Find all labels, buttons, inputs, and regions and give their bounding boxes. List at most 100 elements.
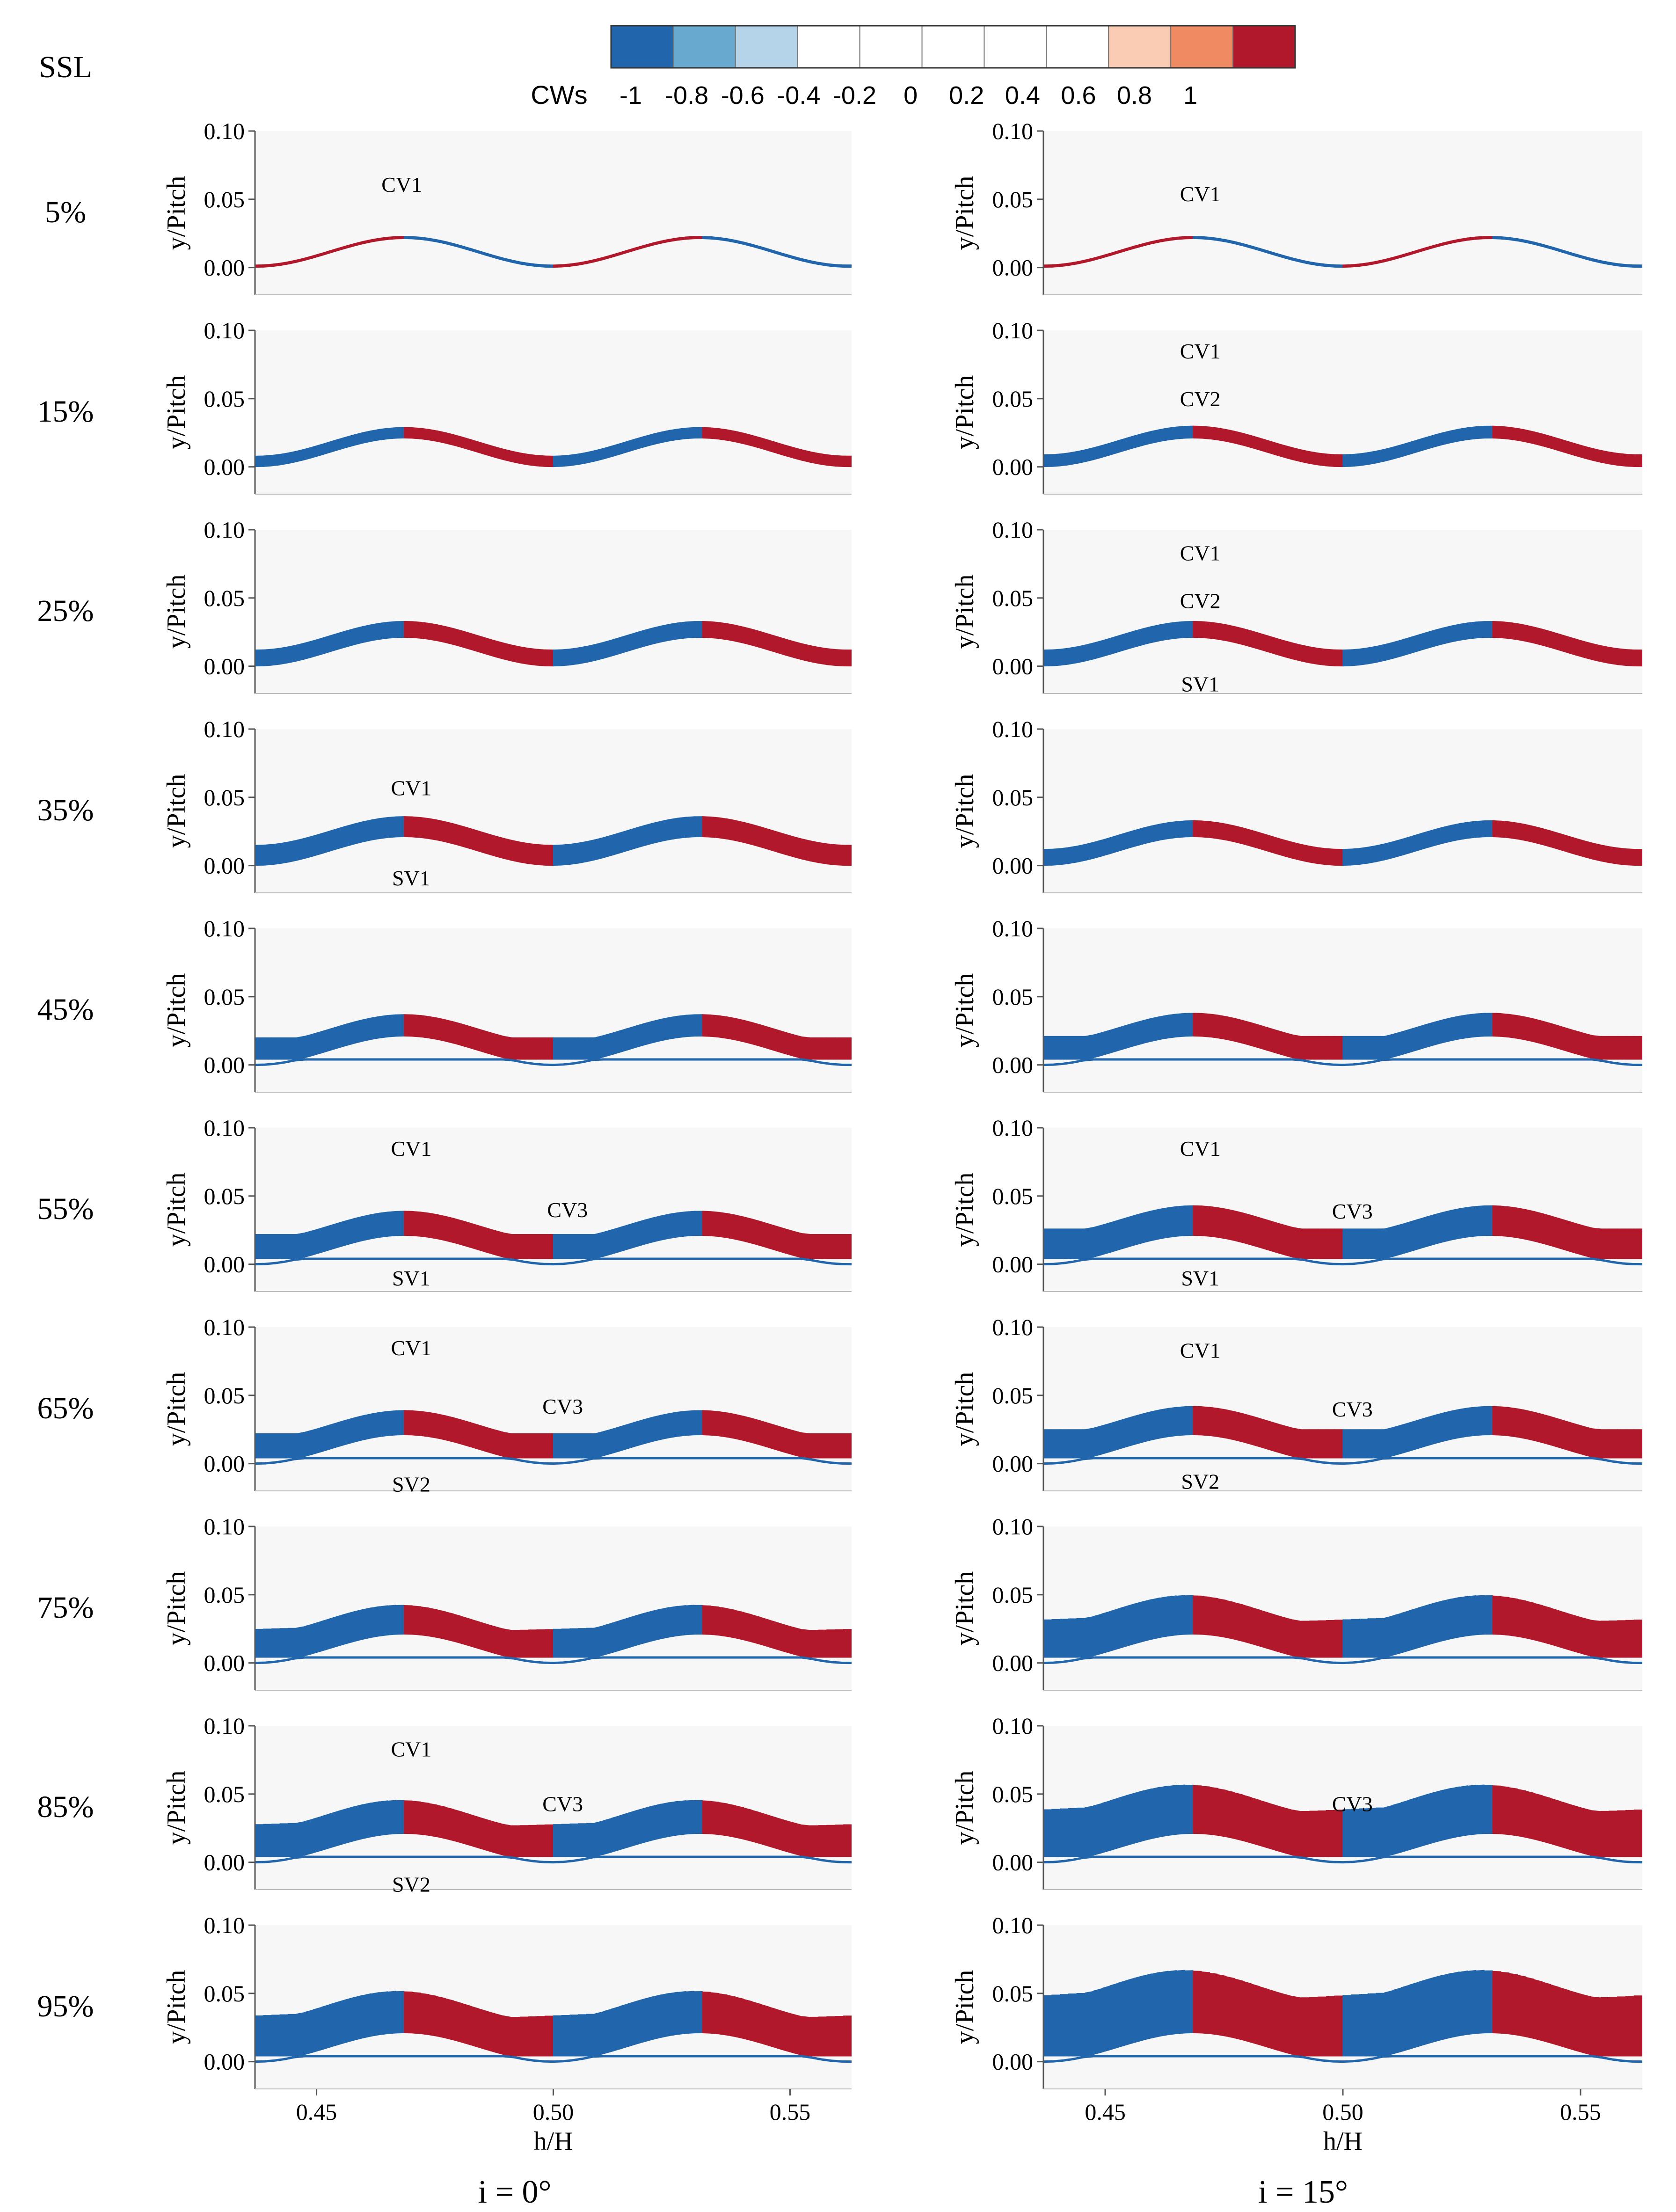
- vorticity-cell: [1168, 1014, 1177, 1039]
- vorticity-cell: [1068, 846, 1077, 864]
- vorticity-cell: [313, 1031, 322, 1056]
- vorticity-cell: [288, 1628, 297, 1658]
- vorticity-cell: [594, 837, 604, 861]
- vorticity-cell: [1509, 1973, 1518, 2036]
- vorticity-cell: [1151, 1971, 1160, 2039]
- vorticity-cell: [1625, 1620, 1634, 1658]
- vorticity-cell: [453, 1417, 463, 1445]
- vorticity-cell: [511, 1825, 521, 1857]
- vorticity-cell: [437, 1017, 446, 1042]
- vorticity-cell: [1268, 1420, 1277, 1453]
- vorticity-cell: [1284, 1807, 1293, 1856]
- vorticity-cell: [1076, 1618, 1086, 1658]
- vorticity-cell: [1409, 1026, 1418, 1053]
- vorticity-cell: [1592, 448, 1601, 463]
- vorticity-cell: [271, 1037, 280, 1060]
- vorticity-cell: [578, 1628, 587, 1658]
- vorticity-cell: [1143, 1599, 1152, 1642]
- vorticity-cell: [1243, 827, 1252, 847]
- vorticity-cell: [1442, 1210, 1451, 1243]
- vorticity-cell: [802, 449, 810, 463]
- vorticity-cell: [1159, 822, 1169, 841]
- vorticity-cell: [785, 445, 794, 459]
- y-axis-label: y/Pitch: [950, 375, 979, 450]
- vorticity-cell: [752, 1219, 761, 1246]
- vorticity-cell: [1509, 1787, 1518, 1836]
- vorticity-cell: [1376, 449, 1385, 464]
- vorticity-cell: [1151, 624, 1160, 643]
- vorticity-cell: [470, 2006, 479, 2048]
- vorticity-cell: [379, 428, 388, 441]
- vorticity-cell: [1326, 263, 1335, 268]
- vorticity-cell: [661, 430, 670, 443]
- vorticity-cell: [727, 818, 736, 841]
- vorticity-cell: [1109, 1983, 1119, 2051]
- vorticity-cell: [1475, 425, 1485, 439]
- panel: 0.000.050.10y/Pitch: [162, 517, 852, 694]
- vorticity-cell: [1276, 1991, 1285, 2053]
- vorticity-cell: [1159, 1596, 1169, 1638]
- vorticity-cell: [1109, 635, 1119, 655]
- vorticity-cell: [685, 427, 695, 439]
- y-tick-label: 0.05: [204, 1980, 245, 2007]
- vorticity-cell: [603, 1429, 612, 1457]
- vorticity-cell: [528, 1629, 537, 1658]
- vorticity-cell: [1384, 1226, 1393, 1259]
- y-axis-label: y/Pitch: [950, 973, 979, 1048]
- vorticity-cell: [1484, 425, 1493, 439]
- vorticity-cell: [1359, 1429, 1368, 1459]
- vorticity-cell: [1492, 1785, 1501, 1834]
- vorticity-cell: [1135, 1790, 1144, 1844]
- vorticity-cell: [636, 1808, 645, 1846]
- vorticity-cell: [627, 2000, 637, 2047]
- vorticity-cell: [420, 621, 430, 640]
- y-axis-label: y/Pitch: [162, 1372, 191, 1446]
- vorticity-cell: [719, 1015, 728, 1039]
- vorticity-cell: [288, 644, 297, 664]
- vorticity-cell: [536, 2016, 546, 2057]
- vorticity-cell: [1542, 828, 1551, 847]
- y-tick-label: 0.05: [992, 1183, 1034, 1209]
- vorticity-cell: [1060, 1429, 1069, 1459]
- vorticity-cell: [1617, 453, 1626, 467]
- vorticity-cell: [362, 1413, 372, 1441]
- y-tick-label: 0.00: [992, 653, 1034, 679]
- vorticity-field: [255, 621, 852, 667]
- annotation-cv3: CV3: [1332, 1199, 1373, 1223]
- vorticity-cell: [1509, 1014, 1518, 1039]
- vorticity-cell: [694, 1800, 703, 1834]
- vorticity-cell: [1301, 1811, 1310, 1857]
- vorticity-cell: [1318, 847, 1326, 865]
- wall-vorticity-line: [1043, 1656, 1642, 1664]
- vorticity-cell: [818, 1433, 827, 1459]
- vorticity-cell: [785, 833, 794, 858]
- y-tick-label: 0.05: [204, 784, 245, 810]
- vorticity-cell: [404, 1211, 413, 1236]
- vorticity-cell: [545, 1824, 554, 1857]
- vorticity-cell: [785, 638, 794, 658]
- vorticity-cell: [1409, 1419, 1418, 1452]
- vorticity-field: [1043, 1784, 1642, 1864]
- vorticity-cell: [495, 2013, 504, 2055]
- colorbar-frame: [610, 25, 1296, 69]
- vorticity-cell: [1051, 1036, 1061, 1060]
- vorticity-cell: [1243, 1981, 1252, 2043]
- vorticity-cell: [1251, 1797, 1260, 1846]
- vorticity-cell: [1184, 425, 1194, 439]
- annotation-sv2: SV2: [392, 1472, 430, 1496]
- vorticity-cell: [1509, 427, 1518, 441]
- vorticity-cell: [1176, 426, 1185, 439]
- vorticity-cell: [1309, 1036, 1319, 1060]
- vorticity-cell: [487, 1427, 496, 1455]
- vorticity-cell: [1292, 1619, 1302, 1658]
- vorticity-cell: [1118, 1418, 1127, 1450]
- vorticity-cell: [1076, 644, 1086, 664]
- vorticity-cell: [1409, 635, 1418, 654]
- vorticity-cell: [1592, 1227, 1601, 1259]
- panel: 0.000.050.10y/Pitch CV1: [162, 118, 852, 295]
- vorticity-cell: [1584, 445, 1593, 461]
- vorticity-cell: [1210, 621, 1218, 640]
- vorticity-cell: [1151, 1787, 1160, 1840]
- vorticity-cell: [1309, 451, 1319, 466]
